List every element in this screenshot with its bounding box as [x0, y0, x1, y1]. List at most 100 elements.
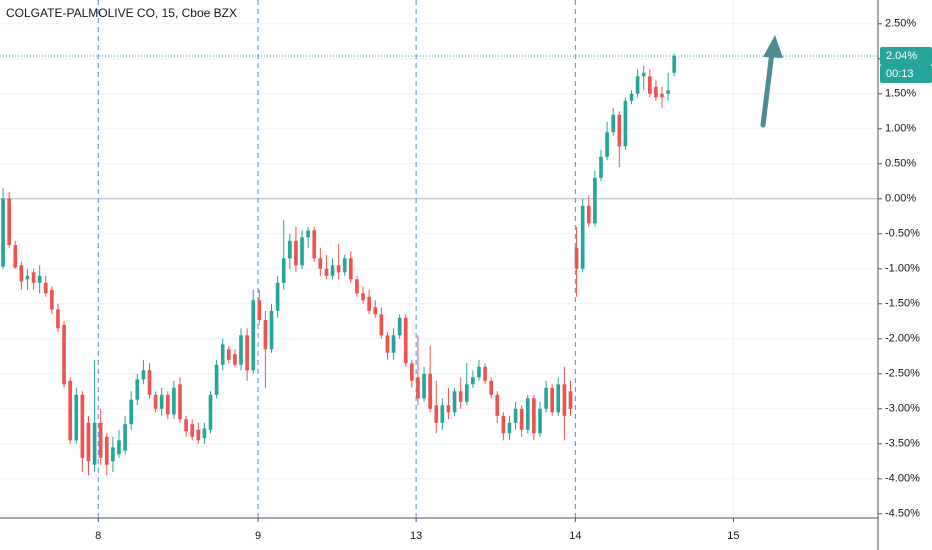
candle-body	[629, 93, 634, 101]
y-tick-label: -3.50%	[885, 438, 920, 450]
candle-body	[62, 324, 66, 385]
candle-body	[165, 394, 170, 415]
candle-body	[635, 76, 640, 94]
candle-body	[654, 86, 658, 98]
chart-title: COLGATE-PALMOLIVE CO, 15, Cboe BZX	[6, 6, 237, 20]
candle-body	[330, 265, 335, 276]
candle-body	[178, 384, 182, 420]
candle-body	[403, 317, 408, 364]
candle-body	[519, 408, 524, 430]
candle-body	[147, 370, 152, 395]
candle-body	[416, 377, 420, 399]
candle-body	[379, 314, 384, 336]
candle-body	[458, 391, 463, 402]
y-tick-label: -1.00%	[885, 263, 920, 275]
candle-body	[434, 405, 439, 423]
candle-body	[641, 72, 646, 77]
candle-body	[617, 114, 622, 147]
candle-body	[92, 422, 97, 465]
candle-body	[287, 240, 292, 259]
countdown-label: 00:13	[886, 68, 914, 80]
candle-body	[50, 289, 54, 310]
candle-body	[672, 56, 677, 73]
candle-body	[586, 205, 591, 224]
candle-body	[123, 424, 127, 451]
x-tick-label: 9	[255, 530, 261, 542]
candle-body	[172, 387, 176, 415]
candle-body	[153, 394, 158, 409]
candle-body	[318, 258, 323, 269]
price-label: 2.04%	[886, 50, 917, 62]
candle-body	[532, 398, 536, 434]
candle-body	[495, 394, 500, 416]
candle-body	[471, 377, 475, 385]
candle-body	[483, 366, 487, 381]
y-tick-label: 0.50%	[885, 158, 916, 170]
candle-body	[513, 408, 518, 423]
y-tick-label: -0.50%	[885, 228, 920, 240]
candle-body	[98, 422, 103, 458]
candle-body	[611, 114, 616, 133]
candle-body	[446, 405, 451, 413]
candle-body	[580, 205, 585, 269]
candle-body	[342, 258, 347, 273]
candle-body	[239, 335, 243, 365]
candle-body	[312, 230, 317, 259]
candles	[1, 53, 677, 476]
candle-body	[43, 282, 48, 294]
candle-body	[129, 399, 134, 425]
candle-body	[666, 90, 670, 94]
candle-body	[1, 198, 5, 267]
candle-body	[544, 387, 548, 409]
grid	[0, 0, 878, 518]
candle-body	[660, 93, 664, 98]
candle-body	[525, 398, 530, 430]
candle-body	[141, 370, 146, 380]
y-tick-label: -1.50%	[885, 298, 920, 310]
y-tick-label: -3.00%	[885, 403, 920, 415]
candle-body	[13, 245, 18, 268]
candle-body	[19, 265, 24, 282]
annotation-arrow	[760, 35, 783, 128]
candle-body	[422, 373, 426, 399]
price-label-box	[880, 47, 932, 65]
candle-body	[80, 394, 85, 458]
candle-body	[269, 310, 274, 350]
candle-body	[202, 428, 207, 439]
candle-body	[135, 379, 140, 400]
candle-body	[410, 363, 414, 381]
candle-body	[220, 344, 225, 365]
candle-body	[257, 300, 262, 320]
candle-body	[306, 230, 310, 238]
candle-body	[159, 394, 164, 409]
arrow-head	[763, 35, 783, 58]
candle-body	[300, 237, 304, 266]
candle-body	[214, 364, 219, 395]
x-tick-label: 13	[410, 530, 422, 542]
candle-body	[324, 268, 329, 276]
candle-body	[355, 279, 359, 294]
candle-body	[208, 394, 213, 430]
candle-body	[196, 429, 201, 441]
y-tick-label: 1.50%	[885, 88, 916, 100]
y-tick-label: 0.00%	[885, 193, 916, 205]
candle-body	[428, 373, 432, 409]
y-tick-label: 1.00%	[885, 123, 916, 135]
y-tick-label: -2.50%	[885, 368, 920, 380]
candle-body	[349, 258, 353, 280]
candle-body	[538, 408, 542, 434]
candle-body	[251, 300, 256, 371]
candle-body	[397, 317, 402, 336]
candle-body	[233, 354, 237, 365]
candle-body	[111, 447, 115, 462]
x-tick-label: 14	[569, 530, 581, 542]
y-tick-label: -2.00%	[885, 333, 920, 345]
candle-body	[440, 405, 445, 423]
candle-body	[68, 380, 72, 441]
candle-body	[263, 319, 268, 350]
candle-body	[7, 198, 11, 245]
candle-body	[489, 380, 493, 395]
candle-body	[452, 391, 457, 413]
